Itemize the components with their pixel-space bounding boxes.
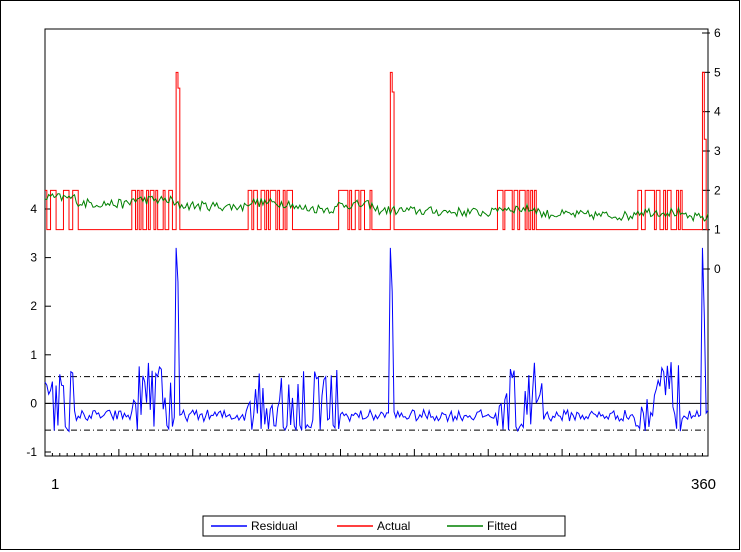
left-tick-label: 2 — [30, 299, 37, 313]
x-tick-label-last: 360 — [691, 476, 716, 493]
x-axis — [44, 449, 703, 456]
series-actual-line — [45, 71, 708, 231]
right-tick-label: 2 — [714, 183, 721, 197]
legend-box — [202, 515, 566, 537]
right-axis: 0 1 2 3 4 5 6 — [702, 26, 721, 276]
legend-label-actual: Actual — [377, 519, 410, 533]
left-tick-label: 3 — [30, 251, 37, 265]
right-tick-label: 4 — [714, 105, 721, 119]
right-tick-label: 0 — [714, 262, 721, 276]
right-tick-label: 3 — [714, 144, 721, 158]
series-fitted-line — [44, 192, 709, 223]
plot-area — [44, 28, 709, 457]
left-tick-label: 1 — [30, 348, 37, 362]
left-tick-label: -1 — [26, 445, 37, 459]
left-axis: -1 0 1 2 3 4 — [26, 202, 51, 459]
legend-label-residual: Residual — [251, 519, 298, 533]
series-residual-line — [44, 247, 709, 433]
legend-label-fitted: Fitted — [487, 519, 517, 533]
right-tick-label: 6 — [714, 26, 721, 40]
right-tick-label: 5 — [714, 65, 721, 79]
legend: Residual Actual Fitted — [202, 515, 566, 537]
left-tick-label: 0 — [30, 396, 37, 410]
x-tick-label-first: 1 — [51, 476, 59, 493]
right-tick-label: 1 — [714, 223, 721, 237]
left-tick-label: 4 — [30, 202, 37, 216]
